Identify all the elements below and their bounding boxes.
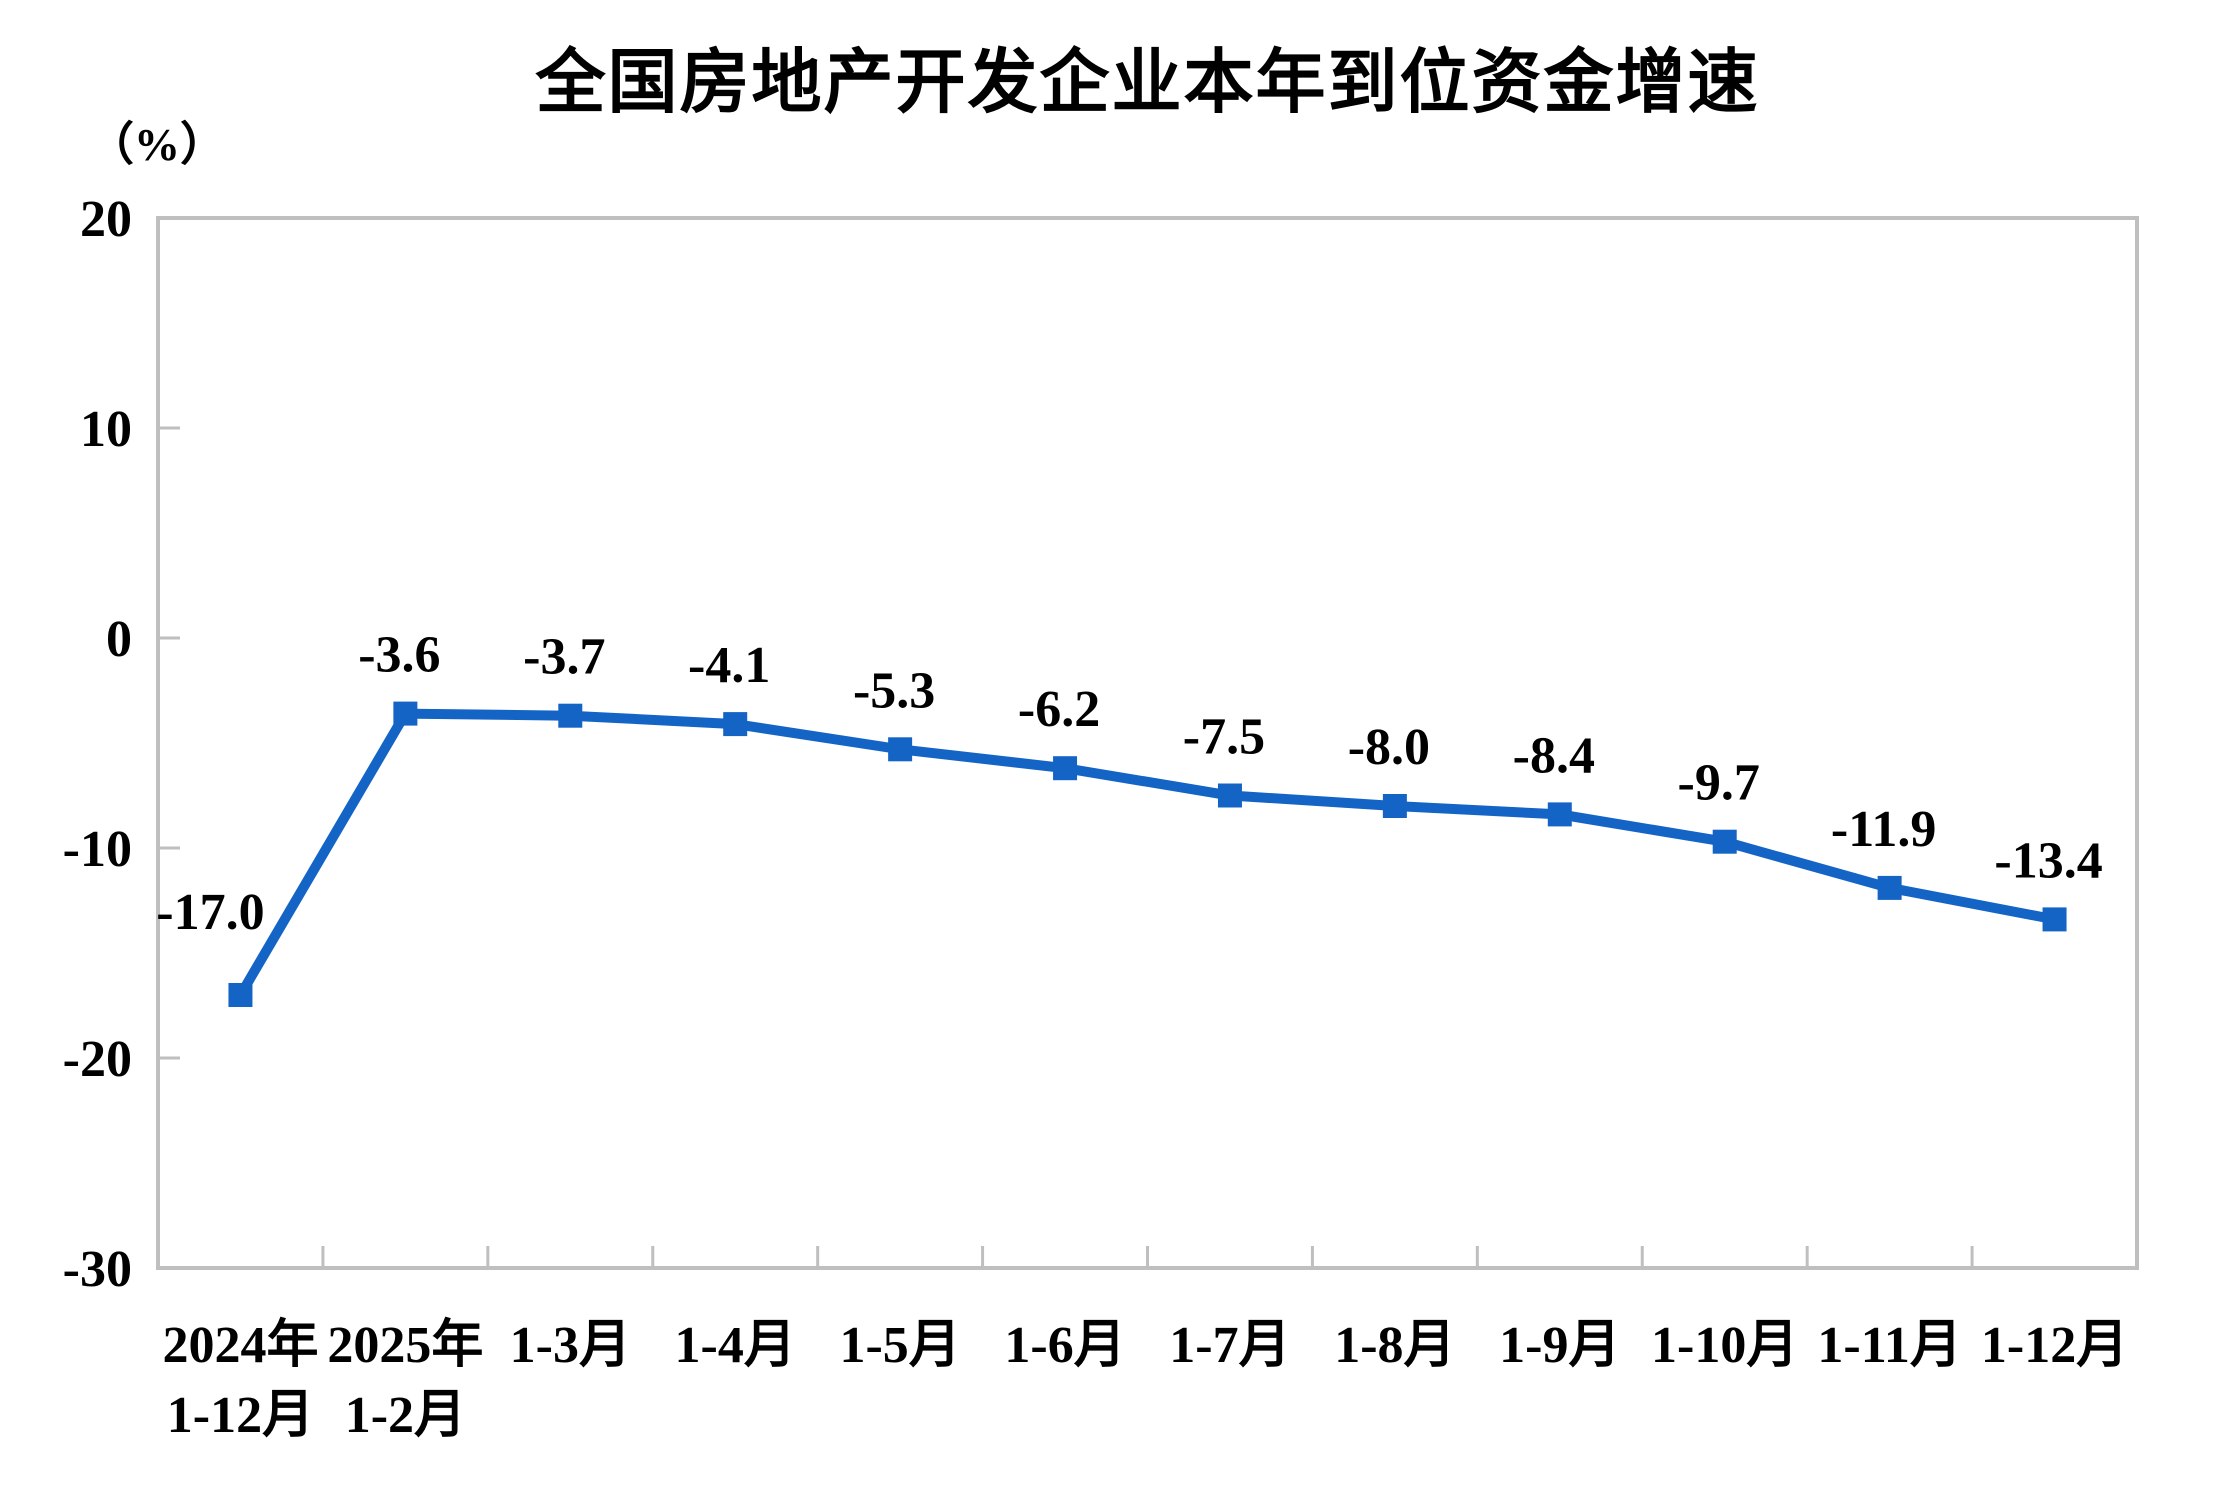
- data-point-label: -8.4: [1513, 727, 1595, 784]
- x-tick-label: 1-7月: [1169, 1317, 1290, 1374]
- y-tick-label: 0: [106, 611, 132, 668]
- data-point-label: -8.0: [1348, 719, 1430, 776]
- y-axis-unit-label: （%）: [88, 119, 226, 170]
- data-point-marker: [1547, 802, 1572, 827]
- x-tick-label: 1-9月: [1499, 1317, 1620, 1374]
- y-tick-label: 20: [80, 191, 132, 248]
- data-point-marker: [558, 703, 583, 728]
- trend-line: [236, 708, 2056, 998]
- data-point-label: -17.0: [156, 884, 264, 941]
- y-tick-label: -30: [63, 1241, 132, 1298]
- y-tick-label: -10: [63, 821, 132, 878]
- y-tick-label: -20: [63, 1031, 132, 1088]
- x-tick-label: 1-3月: [510, 1317, 631, 1374]
- data-point-label: -9.7: [1678, 755, 1760, 812]
- x-tick-label: 1-11月: [1817, 1317, 1961, 1374]
- data-point-label: -11.9: [1831, 801, 1936, 858]
- data-point-label: -13.4: [1994, 832, 2102, 889]
- data-point-marker: [1382, 794, 1407, 818]
- data-point-label: -6.2: [1018, 681, 1100, 738]
- data-point-marker: [1217, 783, 1242, 808]
- data-point-marker: [2042, 907, 2067, 932]
- y-tick-label: 10: [80, 401, 132, 458]
- x-tick-label: 1-10月: [1651, 1317, 1798, 1374]
- data-point-marker: [1877, 875, 1902, 900]
- x-tick-label: 1-4月: [675, 1317, 796, 1374]
- data-point-label: -5.3: [853, 662, 935, 719]
- x-tick-label: 1-6月: [1004, 1317, 1125, 1374]
- x-tick-label: 1-8月: [1334, 1317, 1455, 1374]
- data-point-marker: [228, 983, 253, 1007]
- plot-border: [156, 216, 2139, 1270]
- data-point-marker: [393, 701, 418, 726]
- data-point-marker: [1053, 756, 1078, 781]
- data-point-marker: [723, 712, 748, 737]
- data-point-marker: [1712, 829, 1737, 854]
- data-point-label: -7.5: [1183, 709, 1265, 766]
- data-point-label: -3.6: [358, 627, 440, 684]
- x-tick-label: 1-12月: [1981, 1317, 2128, 1374]
- data-point-label: -3.7: [523, 629, 605, 686]
- x-tick-label: 2024年 1-12月: [162, 1316, 318, 1444]
- data-point-label: -4.1: [688, 637, 770, 694]
- chart-title: 全国房地产开发企业本年到位资金增速: [535, 43, 1760, 121]
- x-tick-label: 2025年 1-2月: [327, 1316, 483, 1444]
- x-tick-label: 1-5月: [839, 1317, 960, 1374]
- data-point-marker: [888, 737, 913, 762]
